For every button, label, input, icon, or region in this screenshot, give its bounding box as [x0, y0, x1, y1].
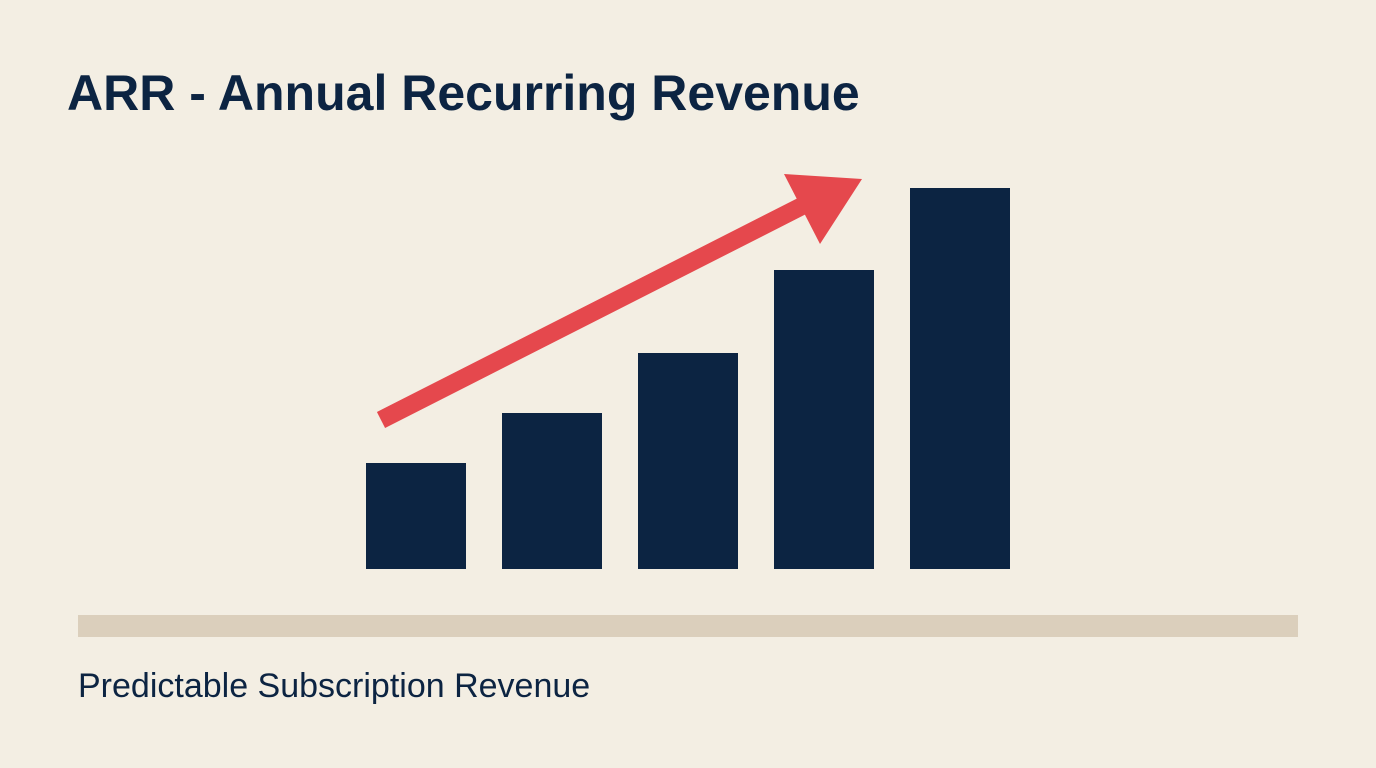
trend-arrow: [376, 174, 862, 429]
arrow-head: [784, 174, 862, 244]
arrow-shaft: [376, 194, 813, 429]
bar: [638, 353, 738, 569]
baseline-band: [78, 615, 1298, 637]
chart-title: ARR - Annual Recurring Revenue: [67, 65, 860, 121]
bar: [774, 270, 874, 569]
bar: [502, 413, 602, 569]
bar: [366, 463, 466, 569]
bar: [910, 188, 1010, 569]
chart-subtitle: Predictable Subscription Revenue: [78, 667, 590, 705]
